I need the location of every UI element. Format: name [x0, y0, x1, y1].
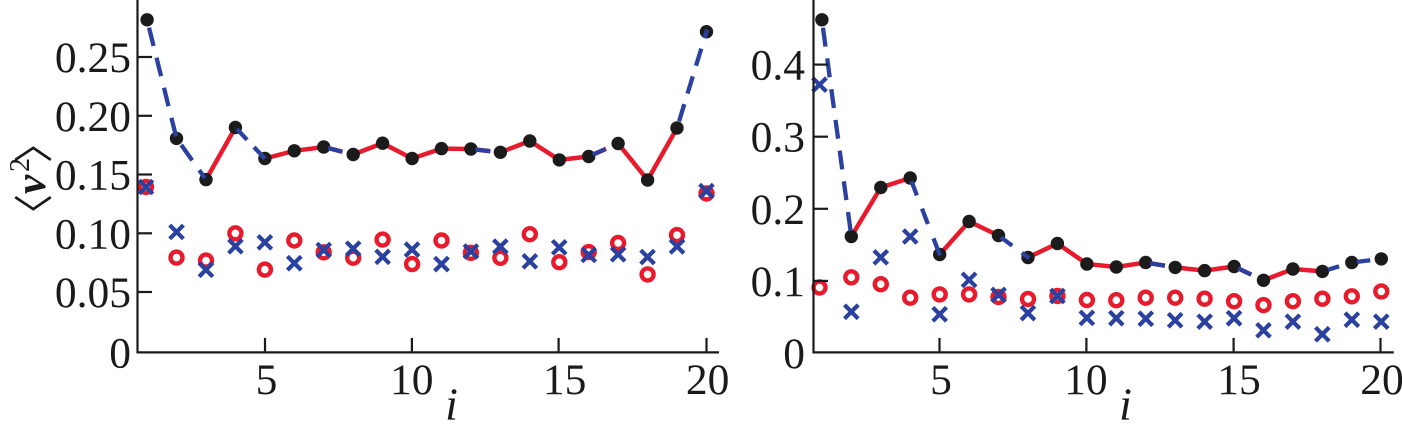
svg-text:0.25: 0.25 — [55, 34, 131, 82]
svg-text:20: 20 — [686, 356, 730, 404]
svg-text:i: i — [1119, 379, 1132, 430]
svg-text:0.20: 0.20 — [55, 93, 131, 141]
svg-text:5: 5 — [256, 356, 278, 404]
svg-text:0.3: 0.3 — [751, 114, 805, 162]
svg-text:10: 10 — [390, 356, 434, 404]
svg-text:15: 15 — [1217, 356, 1261, 404]
svg-text:15: 15 — [543, 356, 587, 404]
svg-text:5: 5 — [930, 356, 952, 404]
svg-text:10: 10 — [1064, 356, 1108, 404]
svg-text:0.15: 0.15 — [55, 152, 131, 200]
svg-text:i: i — [445, 379, 458, 430]
svg-text:0.2: 0.2 — [751, 186, 805, 234]
svg-text:v: v — [8, 174, 55, 194]
svg-text:0.1: 0.1 — [751, 258, 805, 306]
svg-text:0: 0 — [783, 330, 805, 378]
svg-text:0: 0 — [109, 329, 131, 377]
svg-text:2: 2 — [5, 158, 36, 172]
svg-text:0.05: 0.05 — [55, 269, 131, 317]
svg-text:0.4: 0.4 — [751, 42, 806, 90]
svg-text:0.10: 0.10 — [55, 210, 131, 258]
svg-text:20: 20 — [1360, 356, 1402, 404]
